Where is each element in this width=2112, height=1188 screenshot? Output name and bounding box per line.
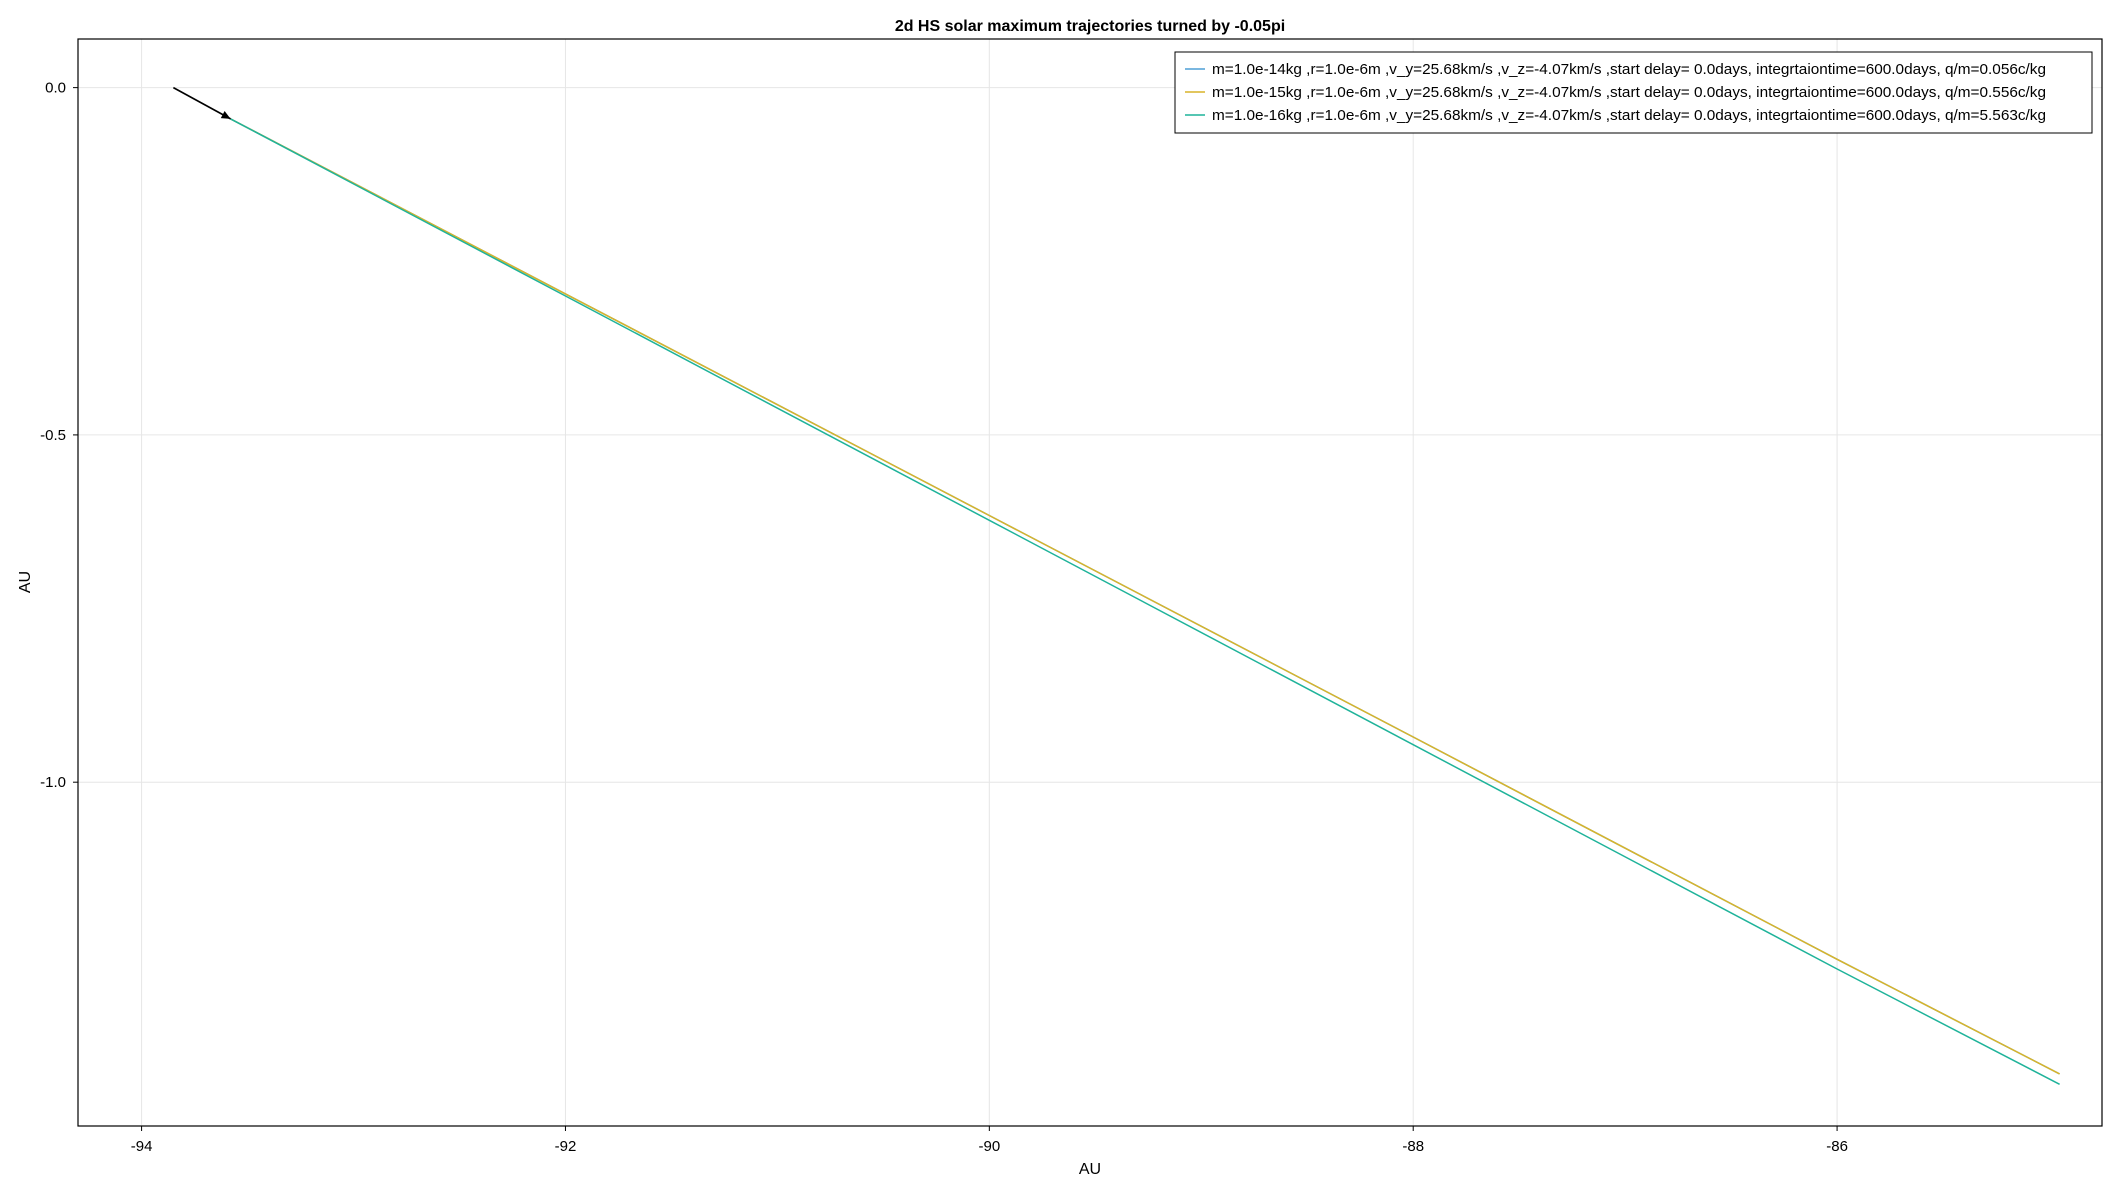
legend-entry: m=1.0e-14kg ,r=1.0e-6m ,v_y=25.68km/s ,v… <box>1212 61 2046 78</box>
x-tick-label: -92 <box>555 1138 577 1155</box>
arrow-line <box>172 86 231 120</box>
legend: m=1.0e-14kg ,r=1.0e-6m ,v_y=25.68km/s ,v… <box>1174 51 2093 134</box>
series-line-3 <box>230 118 2060 1085</box>
chart-title: 2d HS solar maximum trajectories turned … <box>895 18 1285 35</box>
arrow-head <box>220 111 231 119</box>
x-tick-label: -88 <box>1402 1138 1424 1155</box>
y-tick-label: 0.0 <box>45 80 66 97</box>
series-layer <box>230 118 2060 1085</box>
legend-entry: m=1.0e-15kg ,r=1.0e-6m ,v_y=25.68km/s ,v… <box>1212 84 2046 101</box>
grid <box>78 39 2102 1126</box>
x-tick-label: -90 <box>978 1138 1000 1155</box>
legend-box <box>1174 51 2093 134</box>
legend-entry: m=1.0e-16kg ,r=1.0e-6m ,v_y=25.68km/s ,v… <box>1212 107 2046 124</box>
y-ticks: 0.0 -0.5 -1.0 <box>40 80 78 791</box>
arrow-layer <box>172 86 231 120</box>
y-tick-label: -0.5 <box>40 427 66 444</box>
x-ticks: -94 -92 -90 -88 -86 <box>131 1126 1848 1155</box>
series-line-2 <box>230 118 2060 1075</box>
x-tick-label: -86 <box>1826 1138 1848 1155</box>
plot-frame <box>77 38 2103 1127</box>
y-tick-label: -1.0 <box>40 774 66 791</box>
x-axis-label: AU <box>1079 1161 1101 1178</box>
y-axis-label: AU <box>17 571 34 593</box>
x-tick-label: -94 <box>131 1138 153 1155</box>
